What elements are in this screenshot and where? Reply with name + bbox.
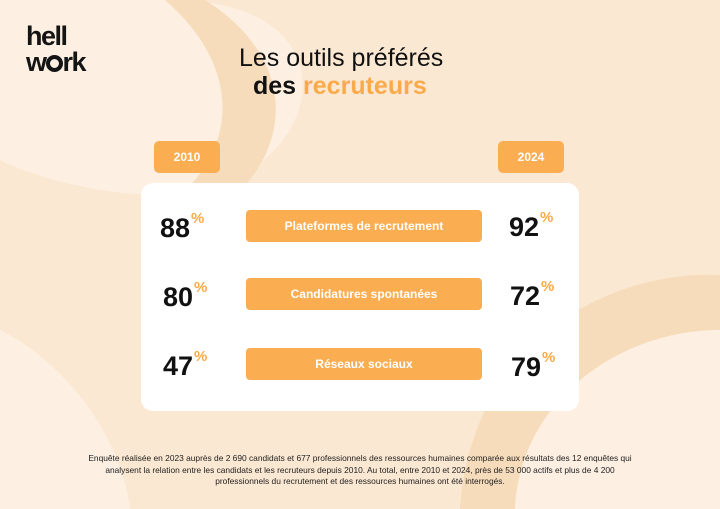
row1-label-pill: Plateformes de recrutement	[246, 210, 482, 242]
row1-value-2024: 92%	[509, 209, 554, 243]
row1-value-2010: 88%	[160, 210, 205, 244]
row2-value-2010-number: 80	[163, 282, 194, 312]
year-badge-2024: 2024	[498, 141, 564, 173]
logo-text-top: hell	[26, 21, 68, 51]
hellowork-logo: hell w rk	[26, 21, 136, 78]
percent-sign: %	[194, 348, 208, 365]
logo-text-rk: rk	[62, 47, 87, 77]
title-line2: des recruteurs	[253, 72, 427, 101]
title-accent: recruteurs	[303, 72, 427, 100]
survey-footnote: Enquête réalisée en 2023 auprès de 2 690…	[88, 453, 632, 487]
logo-text-bottom: w rk	[26, 47, 87, 77]
row1-value-2010-number: 88	[160, 213, 191, 243]
logo-text-w: w	[26, 47, 47, 77]
title-plain: des	[253, 72, 297, 100]
row2-value-2010: 80%	[163, 279, 208, 313]
percent-sign: %	[191, 210, 205, 227]
title-line1: Les outils préférés	[239, 44, 444, 72]
logo-o-ring-icon	[45, 55, 63, 72]
percent-sign: %	[542, 349, 556, 366]
row2-label-pill: Candidatures spontanées	[246, 278, 482, 310]
row2-value-2024: 72%	[510, 278, 555, 312]
percent-sign: %	[541, 278, 555, 295]
year-badge-2010: 2010	[154, 141, 220, 173]
row3-value-2010-number: 47	[163, 351, 194, 381]
row2-value-2024-number: 72	[510, 281, 541, 311]
row3-value-2024: 79%	[511, 349, 556, 383]
percent-sign: %	[540, 209, 554, 226]
row1-value-2024-number: 92	[509, 212, 540, 242]
row3-label-pill: Réseaux sociaux	[246, 348, 482, 380]
row3-value-2010: 47%	[163, 348, 208, 382]
row3-value-2024-number: 79	[511, 352, 542, 382]
percent-sign: %	[194, 279, 208, 296]
